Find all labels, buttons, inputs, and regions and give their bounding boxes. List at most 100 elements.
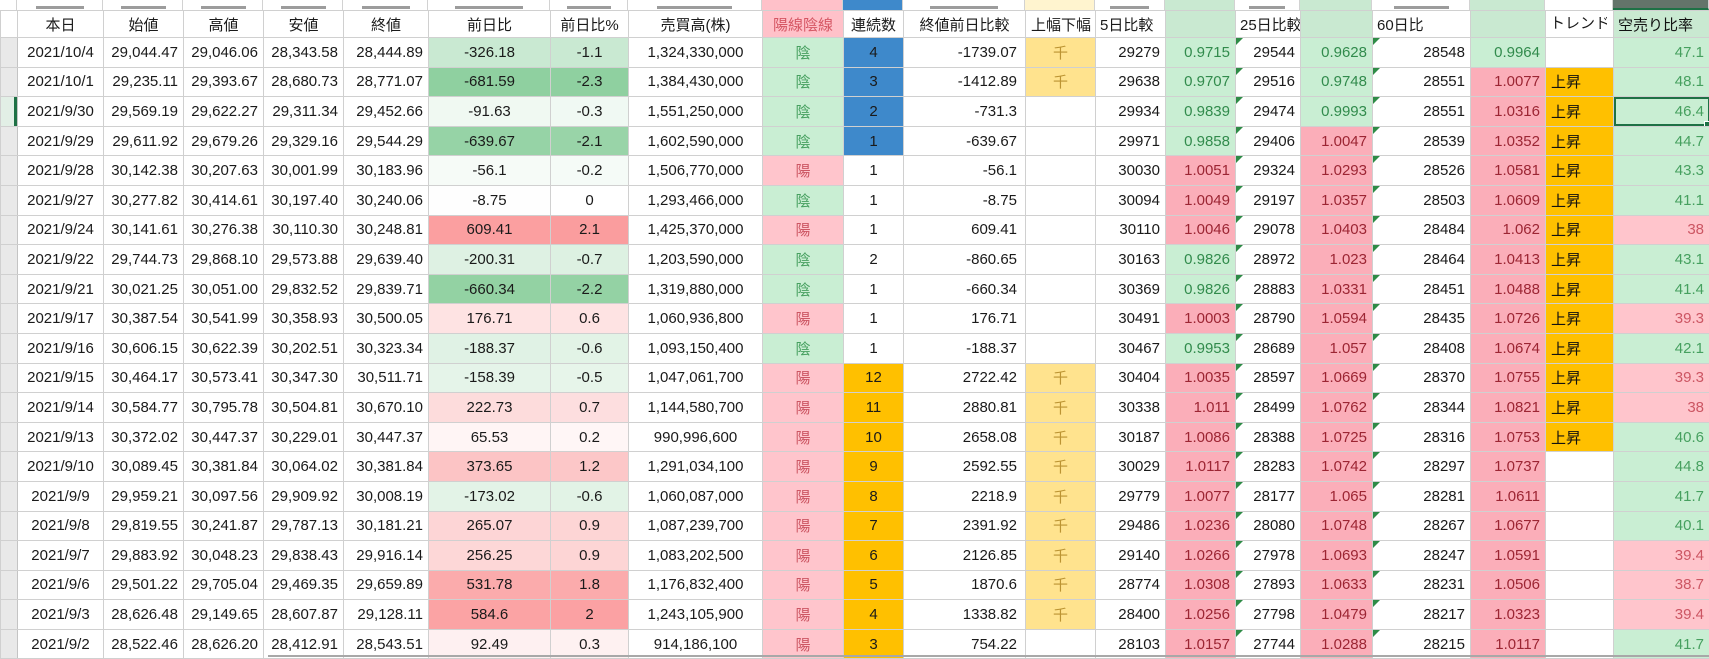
cell-candle[interactable]: 陰: [762, 66, 844, 98]
cell-d25r[interactable]: 1.0331: [1300, 273, 1373, 305]
cell-date[interactable]: 2021/9/17: [17, 303, 104, 334]
cell-open[interactable]: 30,142.38: [103, 155, 184, 186]
cell-low[interactable]: 29,909.92: [263, 480, 344, 512]
cell-closeDiff[interactable]: -1412.89: [903, 66, 1026, 98]
cell-trend[interactable]: 上昇: [1545, 273, 1614, 305]
cell-d25[interactable]: 28388: [1235, 421, 1301, 453]
cell-d60[interactable]: 28247: [1372, 540, 1471, 571]
cell-d60[interactable]: 28503: [1372, 184, 1471, 216]
cell-high[interactable]: 30,241.87: [183, 510, 264, 542]
cell-candle[interactable]: 陽: [762, 362, 844, 394]
cell-short[interactable]: 40.6: [1613, 421, 1709, 453]
cell-open[interactable]: 30,372.02: [103, 421, 184, 453]
cell-high[interactable]: 29,046.06: [183, 37, 264, 68]
cell-d25[interactable]: 29474: [1235, 96, 1301, 127]
cell-vol[interactable]: 1,060,087,000: [628, 480, 763, 512]
cell-low[interactable]: 28,680.73: [263, 66, 344, 98]
cell-closeDiff[interactable]: 176.71: [903, 303, 1026, 334]
cell-high[interactable]: 29,868.10: [183, 244, 264, 275]
cell-date[interactable]: 2021/9/13: [17, 421, 104, 453]
cell-trend[interactable]: [1545, 510, 1614, 542]
cell-vol[interactable]: 1,243,105,900: [628, 599, 763, 630]
cell-chg[interactable]: -173.02: [428, 480, 551, 512]
cell-d60[interactable]: 28267: [1372, 510, 1471, 542]
cell-range[interactable]: 千: [1025, 480, 1096, 512]
cell-d60[interactable]: 28551: [1372, 66, 1471, 98]
cell-close[interactable]: 30,323.34: [343, 332, 429, 364]
cell-d60[interactable]: 28370: [1372, 362, 1471, 394]
cell-d25[interactable]: 29197: [1235, 184, 1301, 216]
cell-date[interactable]: 2021/9/7: [17, 540, 104, 571]
cell-open[interactable]: 29,744.73: [103, 244, 184, 275]
cell-d25r[interactable]: 1.057: [1300, 332, 1373, 364]
cell-d60r[interactable]: 1.0753: [1470, 421, 1546, 453]
cell-pct[interactable]: -0.5: [550, 362, 629, 394]
cell-short[interactable]: 43.3: [1613, 155, 1709, 186]
cell-d25r[interactable]: 1.065: [1300, 480, 1373, 512]
cell-close[interactable]: 30,500.05: [343, 303, 429, 334]
cell-high[interactable]: 29,622.27: [183, 96, 264, 127]
cell-candle[interactable]: 陽: [762, 540, 844, 571]
cell-d5r[interactable]: 1.0236: [1165, 510, 1236, 542]
cell-vol[interactable]: 1,083,202,500: [628, 540, 763, 571]
row-header[interactable]: [0, 392, 18, 423]
cell-pct[interactable]: -0.7: [550, 244, 629, 275]
cell-d5r[interactable]: 1.0308: [1165, 569, 1236, 601]
cell-streak[interactable]: 4: [843, 599, 904, 630]
cell-close[interactable]: 29,452.66: [343, 96, 429, 127]
cell-chg[interactable]: 65.53: [428, 421, 551, 453]
cell-date[interactable]: 2021/9/8: [17, 510, 104, 542]
cell-date[interactable]: 2021/9/14: [17, 392, 104, 423]
cell-closeDiff[interactable]: -660.34: [903, 273, 1026, 305]
cell-candle[interactable]: 陰: [762, 244, 844, 275]
cell-d5[interactable]: 30163: [1095, 244, 1166, 275]
cell-low[interactable]: 30,504.81: [263, 392, 344, 423]
cell-d5r[interactable]: 1.011: [1165, 392, 1236, 423]
cell-short[interactable]: 44.8: [1613, 451, 1709, 482]
cell-chg[interactable]: -8.75: [428, 184, 551, 216]
cell-short[interactable]: 48.1: [1613, 66, 1709, 98]
cell-short[interactable]: 38: [1613, 214, 1709, 246]
cell-d25[interactable]: 28499: [1235, 392, 1301, 423]
cell-d60r[interactable]: 1.0316: [1470, 96, 1546, 127]
cell-vol[interactable]: 1,319,880,000: [628, 273, 763, 305]
cell-high[interactable]: 30,795.78: [183, 392, 264, 423]
cell-d5r[interactable]: 1.0077: [1165, 480, 1236, 512]
cell-d25r[interactable]: 1.0669: [1300, 362, 1373, 394]
cell-date[interactable]: 2021/9/22: [17, 244, 104, 275]
cell-close[interactable]: 29,544.29: [343, 125, 429, 157]
cell-trend[interactable]: 上昇: [1545, 66, 1614, 98]
cell-low[interactable]: 29,573.88: [263, 244, 344, 275]
cell-d25[interactable]: 28597: [1235, 362, 1301, 394]
column-header-d60[interactable]: 60日比: [1372, 10, 1471, 38]
cell-streak[interactable]: 3: [843, 66, 904, 98]
cell-open[interactable]: 29,611.92: [103, 125, 184, 157]
cell-chg[interactable]: -326.18: [428, 37, 551, 68]
cell-d25[interactable]: 27978: [1235, 540, 1301, 571]
cell-streak[interactable]: 1: [843, 303, 904, 334]
cell-chg[interactable]: -56.1: [428, 155, 551, 186]
cell-d5r[interactable]: 1.0266: [1165, 540, 1236, 571]
cell-d5[interactable]: 29971: [1095, 125, 1166, 157]
cell-trend[interactable]: 上昇: [1545, 96, 1614, 127]
cell-trend[interactable]: 上昇: [1545, 421, 1614, 453]
cell-close[interactable]: 30,670.10: [343, 392, 429, 423]
cell-d60r[interactable]: 1.0117: [1470, 628, 1546, 659]
cell-close[interactable]: 29,128.11: [343, 599, 429, 630]
cell-vol[interactable]: 1,291,034,100: [628, 451, 763, 482]
cell-range[interactable]: 千: [1025, 510, 1096, 542]
cell-d5[interactable]: 29279: [1095, 37, 1166, 68]
cell-close[interactable]: 28,444.89: [343, 37, 429, 68]
cell-open[interactable]: 29,235.11: [103, 66, 184, 98]
cell-date[interactable]: 2021/9/9: [17, 480, 104, 512]
cell-low[interactable]: 30,347.30: [263, 362, 344, 394]
cell-short[interactable]: 39.3: [1613, 362, 1709, 394]
cell-d60[interactable]: 28435: [1372, 303, 1471, 334]
cell-high[interactable]: 30,622.39: [183, 332, 264, 364]
cell-d5r[interactable]: 0.9858: [1165, 125, 1236, 157]
column-header-open[interactable]: 始値: [103, 10, 184, 38]
cell-d25r[interactable]: 0.9628: [1300, 37, 1373, 68]
cell-candle[interactable]: 陽: [762, 599, 844, 630]
cell-high[interactable]: 30,207.63: [183, 155, 264, 186]
selected-cell[interactable]: 46.4: [1613, 96, 1709, 127]
